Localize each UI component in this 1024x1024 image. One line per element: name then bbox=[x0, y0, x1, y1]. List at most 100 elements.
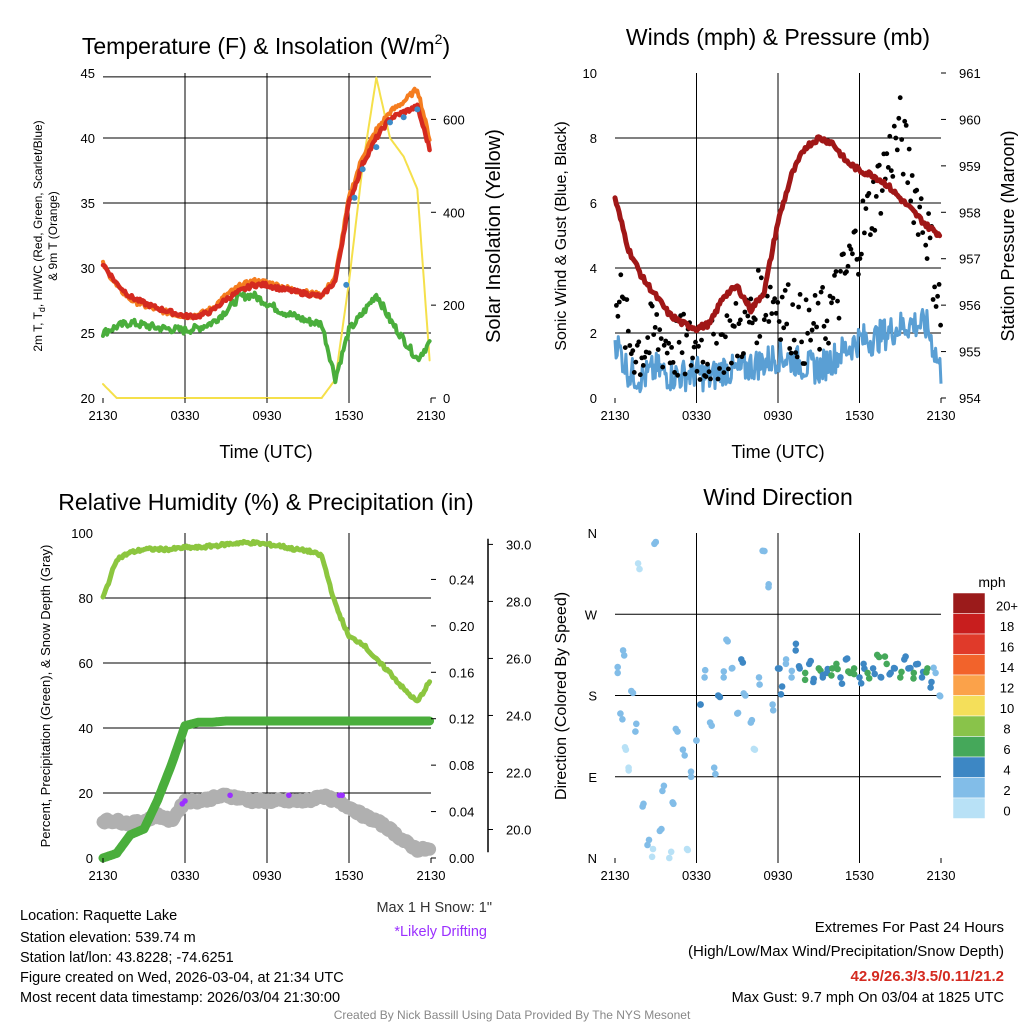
gust-point bbox=[893, 135, 899, 141]
winds-y2-tick-label: 957 bbox=[959, 252, 981, 267]
winds-y2-tick-label: 958 bbox=[959, 205, 981, 220]
gust-point bbox=[920, 230, 926, 236]
gust-point bbox=[711, 331, 716, 337]
gust-point bbox=[788, 350, 794, 356]
gust-point bbox=[909, 173, 915, 178]
wind-direction-point bbox=[898, 668, 905, 676]
wind-direction-point bbox=[918, 674, 926, 681]
snow-tick-label: 24.0 bbox=[506, 708, 531, 723]
gust-point bbox=[694, 368, 700, 374]
wind-direction-point bbox=[792, 640, 800, 648]
gust-point bbox=[778, 337, 784, 342]
gust-point bbox=[745, 313, 751, 319]
wind-direction-point bbox=[697, 701, 704, 708]
gust-point bbox=[645, 335, 651, 340]
winds-y2-tick-label: 955 bbox=[959, 345, 981, 360]
wind-direction-point bbox=[649, 845, 657, 853]
gust-point bbox=[824, 318, 830, 324]
legend-label: 4 bbox=[1003, 762, 1010, 777]
legend-label: 14 bbox=[1000, 660, 1014, 675]
gust-point bbox=[868, 232, 873, 238]
legend-label: 16 bbox=[1000, 639, 1014, 654]
gust-point bbox=[936, 282, 942, 287]
humidity-y-tick-label: 20 bbox=[79, 786, 93, 801]
gust-point bbox=[767, 284, 773, 290]
gust-point bbox=[885, 165, 891, 170]
wind-direction-y-axis-label: Direction (Colored By Speed) bbox=[553, 592, 570, 800]
gust-point bbox=[923, 242, 929, 248]
gust-point bbox=[618, 272, 624, 278]
gust-point bbox=[652, 325, 658, 330]
wind-direction-point bbox=[645, 836, 653, 844]
wind-direction-point bbox=[660, 782, 668, 790]
temperature-ticks: 2130 0330 0930 1530 2130 20 25 30 35 40 45 0 200 400 6… bbox=[81, 66, 465, 423]
wind-direction-point bbox=[632, 728, 639, 735]
gust-point bbox=[775, 300, 781, 305]
winds-y-tick-label: 2 bbox=[590, 326, 597, 341]
humidity-y-tick-label: 40 bbox=[79, 721, 93, 736]
winds-x-tick-label: 1530 bbox=[845, 408, 874, 423]
winds-x-tick-label: 2130 bbox=[927, 408, 956, 423]
wind-direction-point bbox=[666, 854, 673, 862]
winds-chart-title: Winds (mph) & Pressure (mb) bbox=[626, 24, 930, 50]
gust-point bbox=[790, 302, 796, 307]
wind-direction-point bbox=[669, 799, 676, 806]
winds-x-tick-label: 0330 bbox=[682, 408, 711, 423]
gust-point bbox=[755, 268, 761, 273]
legend-swatch bbox=[952, 654, 986, 676]
wind-direction-point bbox=[619, 716, 626, 723]
wind-direction-y-tick-label: E bbox=[588, 770, 597, 785]
humidity-y-tick-label: 100 bbox=[71, 526, 93, 541]
humidity-y-axis-label: Percent, Precipitation (Green), & Snow D… bbox=[38, 545, 53, 848]
heat-index-point bbox=[387, 119, 393, 126]
wind-direction-point bbox=[795, 663, 803, 670]
gust-point bbox=[772, 296, 778, 302]
gust-point bbox=[833, 269, 839, 274]
heat-index-point bbox=[400, 114, 407, 121]
legend-label: 8 bbox=[1003, 721, 1010, 736]
gust-point bbox=[793, 350, 799, 355]
gust-point bbox=[905, 180, 911, 186]
gust-point bbox=[903, 123, 909, 128]
wind-direction-point bbox=[621, 744, 629, 751]
temperature-x-tick-label: 0930 bbox=[253, 408, 282, 423]
wind-direction-point bbox=[693, 737, 700, 744]
speed-color-legend: 20+ 18 16 14 12 10 8 6 4 2 0 bbox=[952, 592, 1018, 819]
gust-point bbox=[729, 360, 734, 366]
gust-point bbox=[796, 304, 801, 310]
snow-tick-label: 22.0 bbox=[506, 765, 531, 780]
pressure-line bbox=[612, 134, 943, 334]
gust-point bbox=[860, 198, 866, 204]
wind-direction-point bbox=[810, 675, 818, 683]
gust-point bbox=[727, 318, 733, 323]
wind-direction-point bbox=[667, 848, 675, 856]
gust-point bbox=[859, 251, 864, 257]
gust-point bbox=[614, 303, 619, 308]
wind-direction-point bbox=[776, 665, 783, 672]
snow-tick-label: 20.0 bbox=[506, 822, 531, 837]
precip-tick-label: 0.16 bbox=[449, 665, 474, 680]
humidity-chart-title: Relative Humidity (%) & Precipitation (i… bbox=[58, 489, 473, 515]
wind-direction-point bbox=[708, 722, 715, 729]
gust-point bbox=[841, 251, 846, 257]
gust-point bbox=[781, 325, 787, 331]
heat-index-point bbox=[414, 106, 421, 113]
temperature-y2-tick-label: 400 bbox=[443, 205, 465, 220]
temperature-y2-tick-label: 600 bbox=[443, 112, 465, 127]
wind-direction-point bbox=[850, 670, 858, 678]
wind-direction-point bbox=[636, 565, 643, 573]
gust-point bbox=[715, 376, 721, 382]
gust-point bbox=[809, 327, 815, 333]
gust-point bbox=[888, 168, 894, 174]
temperature-y-tick-label: 20 bbox=[81, 391, 95, 406]
humidity-series bbox=[96, 538, 437, 863]
legend-swatch bbox=[952, 777, 986, 799]
wind-direction-point bbox=[684, 846, 692, 854]
extremes-title: Extremes For Past 24 Hours bbox=[815, 919, 1004, 936]
gust-point bbox=[682, 371, 688, 377]
temperature-grid bbox=[103, 73, 431, 398]
gust-point bbox=[906, 146, 912, 152]
gust-point bbox=[891, 123, 897, 129]
wind-direction-point bbox=[734, 709, 742, 717]
wind-direction-point bbox=[864, 669, 871, 677]
